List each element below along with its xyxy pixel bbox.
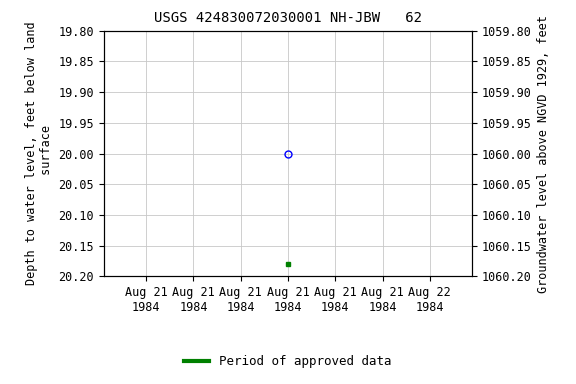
Title: USGS 424830072030001 NH-JBW   62: USGS 424830072030001 NH-JBW 62: [154, 12, 422, 25]
Y-axis label: Depth to water level, feet below land
 surface: Depth to water level, feet below land su…: [25, 22, 53, 285]
Y-axis label: Groundwater level above NGVD 1929, feet: Groundwater level above NGVD 1929, feet: [537, 15, 551, 293]
Legend: Period of approved data: Period of approved data: [179, 351, 397, 374]
